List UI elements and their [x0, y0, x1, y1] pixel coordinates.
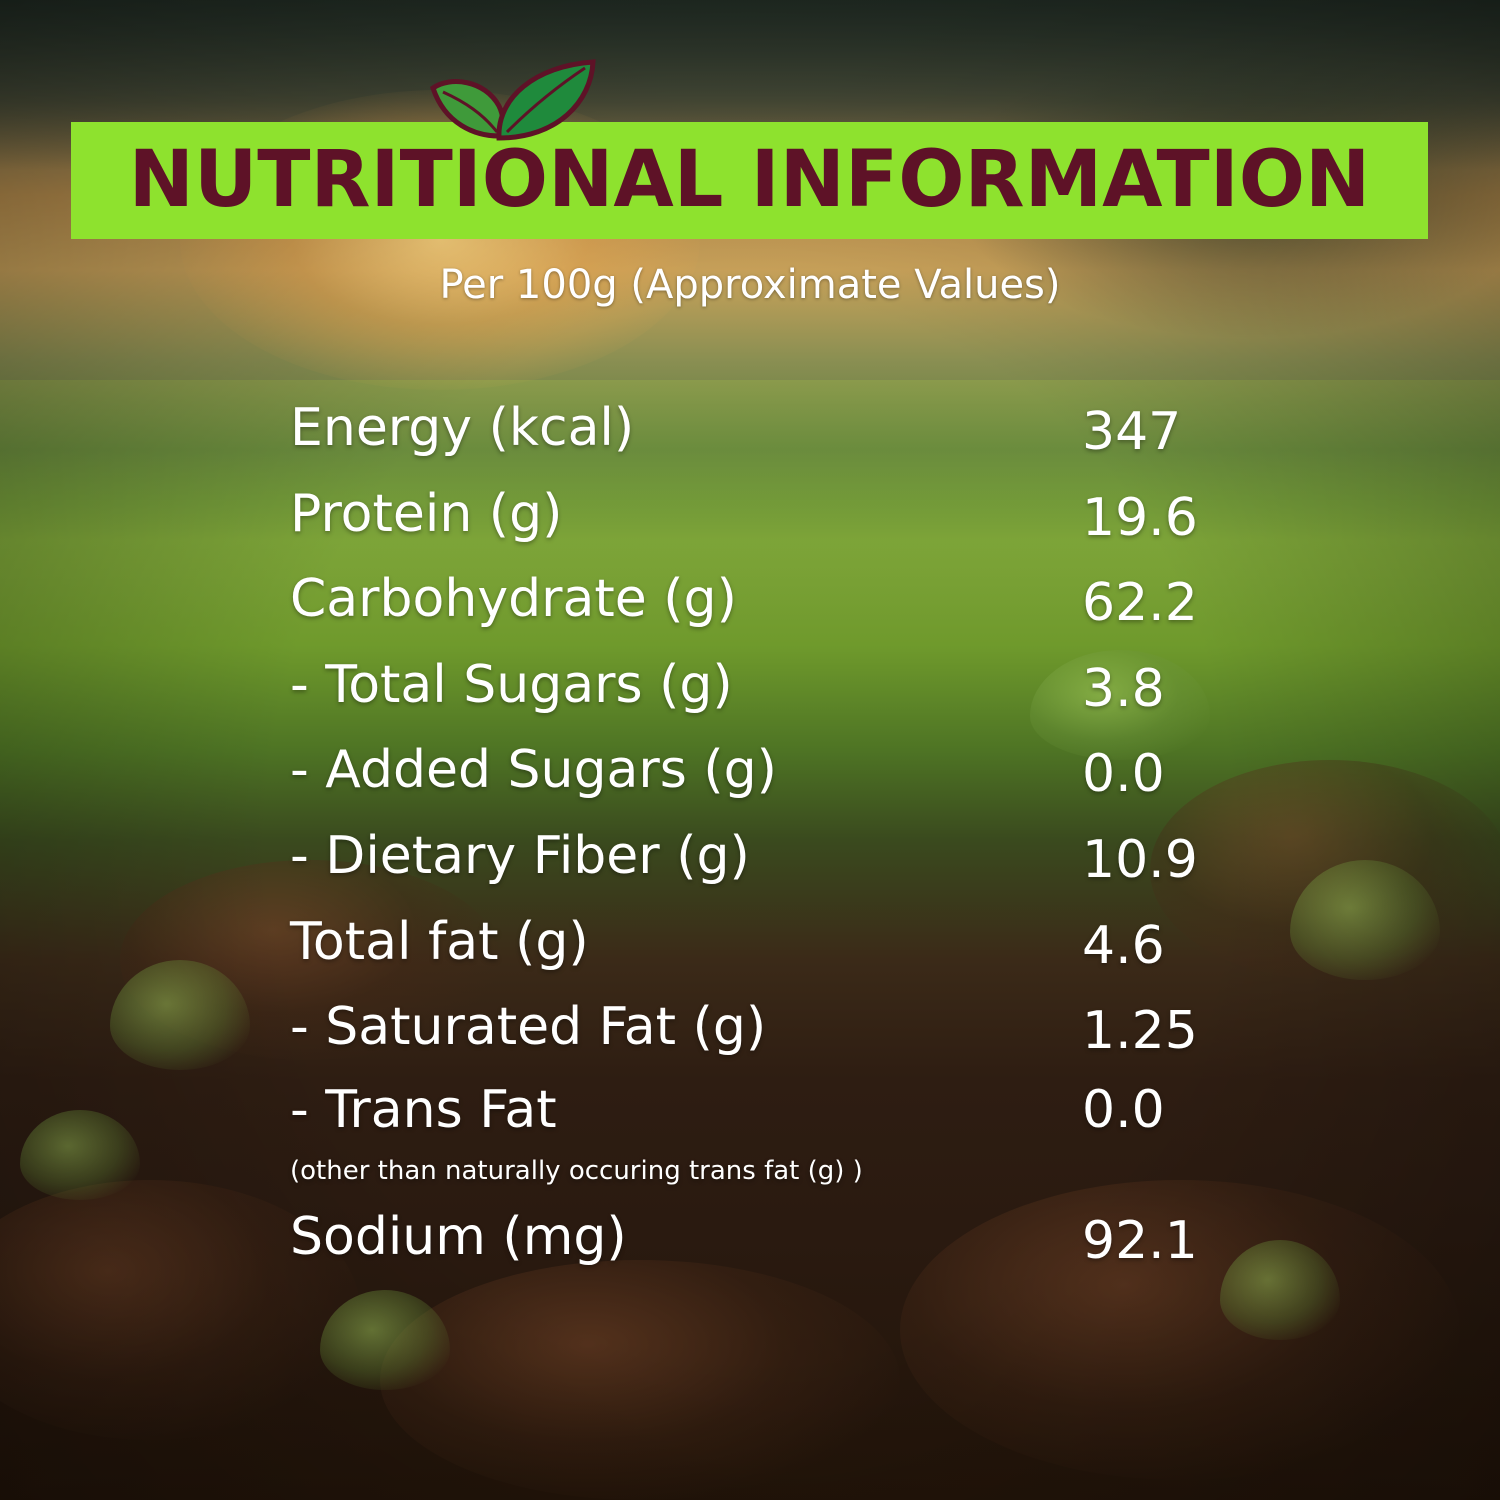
soil-clump — [900, 1180, 1460, 1480]
row-value-energy: 347 — [1082, 402, 1182, 462]
row-label-dietary-fiber: - Dietary Fiber (g) — [290, 826, 750, 886]
row-label-sodium: Sodium (mg) — [290, 1207, 627, 1267]
sprout-blur — [320, 1290, 450, 1390]
row-value-saturated-fat: 1.25 — [1082, 1001, 1198, 1061]
row-value-dietary-fiber: 10.9 — [1082, 830, 1198, 890]
title-banner — [71, 122, 1428, 239]
row-value-carbohydrate: 62.2 — [1082, 573, 1198, 633]
row-label-added-sugars: - Added Sugars (g) — [290, 740, 777, 800]
subtitle: Per 100g (Approximate Values) — [439, 262, 1061, 308]
soil-clump — [380, 1260, 900, 1500]
row-value-trans-fat: 0.0 — [1082, 1080, 1165, 1140]
row-label-carbohydrate: Carbohydrate (g) — [290, 569, 737, 629]
page-title: NUTRITIONAL INFORMATION — [128, 135, 1371, 225]
sprout-blur — [20, 1110, 140, 1200]
row-value-protein: 19.6 — [1082, 488, 1198, 548]
row-value-added-sugars: 0.0 — [1082, 744, 1165, 804]
sprout-blur — [1220, 1240, 1340, 1340]
row-label-energy: Energy (kcal) — [290, 398, 635, 458]
soil-clump — [0, 1180, 360, 1440]
trans-fat-note: (other than naturally occuring trans fat… — [290, 1156, 863, 1186]
sprout-blur — [1290, 860, 1440, 980]
sprout-blur — [1030, 650, 1210, 760]
row-value-sodium: 92.1 — [1082, 1211, 1198, 1271]
green-field-blur — [0, 380, 1500, 620]
row-label-total-sugars: - Total Sugars (g) — [290, 655, 733, 715]
row-label-protein: Protein (g) — [290, 484, 563, 544]
row-label-saturated-fat: - Saturated Fat (g) — [290, 997, 767, 1057]
leaf-icon — [430, 59, 596, 141]
sprout-blur — [110, 960, 250, 1070]
row-label-trans-fat: - Trans Fat — [290, 1080, 557, 1140]
row-value-total-fat: 4.6 — [1082, 916, 1165, 976]
row-label-total-fat: Total fat (g) — [290, 912, 589, 972]
row-value-total-sugars: 3.8 — [1082, 659, 1165, 719]
